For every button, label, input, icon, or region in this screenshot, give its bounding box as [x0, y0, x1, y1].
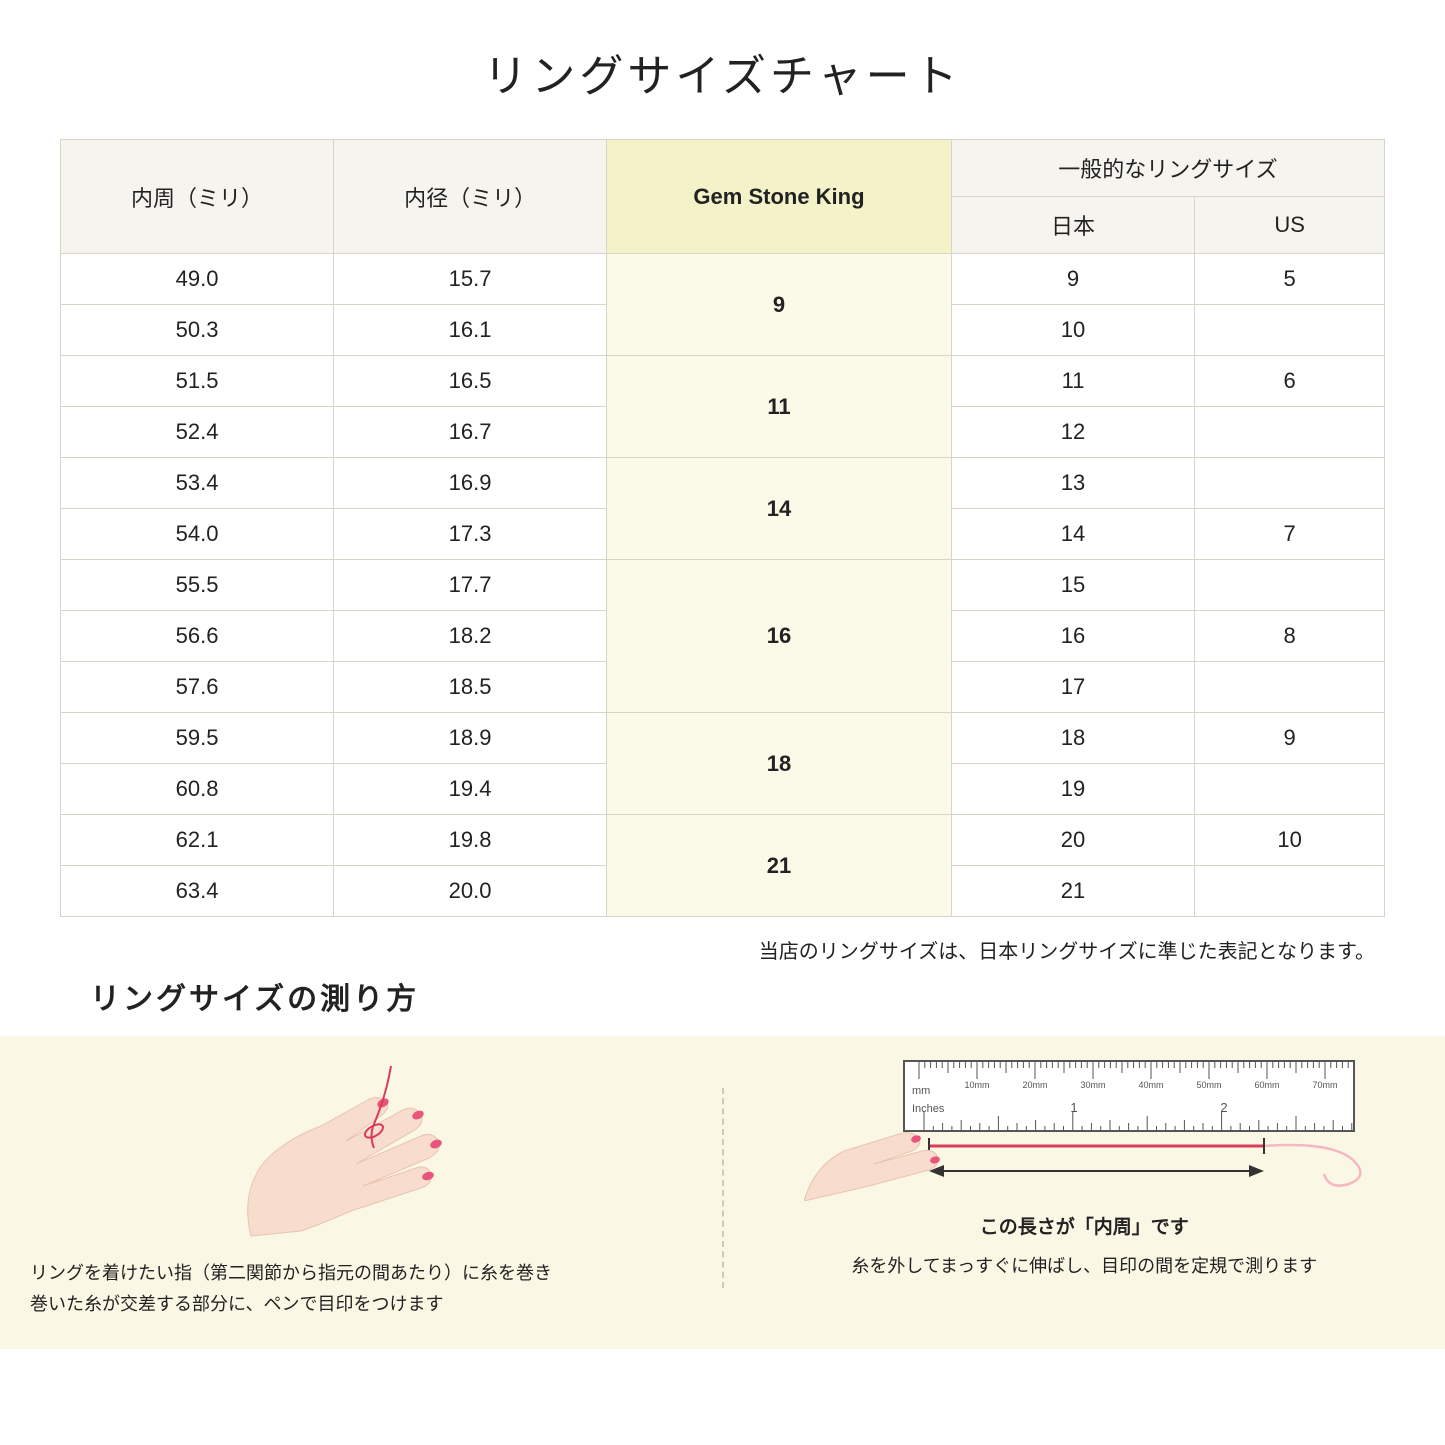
cell-circumference: 52.4 [61, 407, 334, 458]
cell-diameter: 19.8 [334, 815, 607, 866]
svg-text:20mm: 20mm [1023, 1080, 1048, 1090]
cell-circumference: 54.0 [61, 509, 334, 560]
step1-panel: リングを着けたい指（第二関節から指元の間あたり）に糸を巻き巻いた糸が交差する部分… [30, 1056, 692, 1319]
header-us: US [1195, 197, 1385, 254]
cell-circumference: 62.1 [61, 815, 334, 866]
cell-us: 9 [1195, 713, 1385, 764]
table-row: 55.517.71615 [61, 560, 1385, 611]
cell-us [1195, 866, 1385, 917]
cell-circumference: 53.4 [61, 458, 334, 509]
cell-us: 8 [1195, 611, 1385, 662]
cell-us: 7 [1195, 509, 1385, 560]
cell-us: 6 [1195, 356, 1385, 407]
cell-diameter: 20.0 [334, 866, 607, 917]
svg-text:60mm: 60mm [1255, 1080, 1280, 1090]
cell-us: 10 [1195, 815, 1385, 866]
svg-text:30mm: 30mm [1081, 1080, 1106, 1090]
instructions-panel: リングを着けたい指（第二関節から指元の間あたり）に糸を巻き巻いた糸が交差する部分… [0, 1036, 1445, 1349]
cell-diameter: 19.4 [334, 764, 607, 815]
cell-gemstone: 21 [607, 815, 952, 917]
step2-caption: 糸を外してまっすぐに伸ばし、目印の間を定規で測ります [754, 1251, 1416, 1282]
svg-text:10mm: 10mm [965, 1080, 990, 1090]
cell-diameter: 17.3 [334, 509, 607, 560]
size-chart-table: 内周（ミリ） 内径（ミリ） Gem Stone King 一般的なリングサイズ … [60, 139, 1385, 917]
svg-text:1: 1 [1071, 1100, 1078, 1115]
cell-diameter: 16.1 [334, 305, 607, 356]
cell-circumference: 57.6 [61, 662, 334, 713]
cell-gemstone: 9 [607, 254, 952, 356]
cell-japan: 18 [951, 713, 1194, 764]
step1-caption: リングを着けたい指（第二関節から指元の間あたり）に糸を巻き巻いた糸が交差する部分… [30, 1258, 692, 1319]
cell-us [1195, 764, 1385, 815]
cell-circumference: 56.6 [61, 611, 334, 662]
header-gemstone: Gem Stone King [607, 140, 952, 254]
cell-japan: 19 [951, 764, 1194, 815]
cell-diameter: 17.7 [334, 560, 607, 611]
cell-gemstone: 11 [607, 356, 952, 458]
cell-us: 5 [1195, 254, 1385, 305]
ruler-in-label: Inches [912, 1103, 945, 1115]
cell-circumference: 49.0 [61, 254, 334, 305]
cell-circumference: 63.4 [61, 866, 334, 917]
cell-japan: 13 [951, 458, 1194, 509]
cell-japan: 16 [951, 611, 1194, 662]
cell-circumference: 59.5 [61, 713, 334, 764]
cell-us [1195, 407, 1385, 458]
cell-japan: 15 [951, 560, 1194, 611]
arrow-label: この長さが「内周」です [804, 1212, 1364, 1239]
cell-circumference: 50.3 [61, 305, 334, 356]
header-japan: 日本 [951, 197, 1194, 254]
cell-circumference: 51.5 [61, 356, 334, 407]
header-circumference: 内周（ミリ） [61, 140, 334, 254]
header-general-group: 一般的なリングサイズ [951, 140, 1384, 197]
step2-panel: mm Inches 10mm 20mm 30mm 40mm 50mm 60mm 70mm 1… [754, 1056, 1416, 1319]
cell-gemstone: 18 [607, 713, 952, 815]
cell-us [1195, 560, 1385, 611]
cell-japan: 9 [951, 254, 1194, 305]
cell-diameter: 16.9 [334, 458, 607, 509]
cell-diameter: 16.7 [334, 407, 607, 458]
panel-divider [722, 1088, 724, 1288]
svg-text:2: 2 [1221, 1100, 1228, 1115]
table-row: 59.518.918189 [61, 713, 1385, 764]
cell-us [1195, 662, 1385, 713]
cell-gemstone: 16 [607, 560, 952, 713]
table-note: 当店のリングサイズは、日本リングサイズに準じた表記となります。 [60, 935, 1375, 964]
cell-diameter: 18.9 [334, 713, 607, 764]
cell-japan: 21 [951, 866, 1194, 917]
cell-japan: 12 [951, 407, 1194, 458]
cell-us [1195, 305, 1385, 356]
header-diameter: 内径（ミリ） [334, 140, 607, 254]
cell-diameter: 18.2 [334, 611, 607, 662]
cell-japan: 17 [951, 662, 1194, 713]
page-title: リングサイズチャート [60, 40, 1385, 104]
cell-us [1195, 458, 1385, 509]
cell-japan: 20 [951, 815, 1194, 866]
hand-wrap-illustration [191, 1056, 531, 1246]
cell-japan: 10 [951, 305, 1194, 356]
svg-text:70mm: 70mm [1313, 1080, 1338, 1090]
cell-gemstone: 14 [607, 458, 952, 560]
cell-diameter: 15.7 [334, 254, 607, 305]
table-row: 53.416.91413 [61, 458, 1385, 509]
svg-text:40mm: 40mm [1139, 1080, 1164, 1090]
table-row: 49.015.7995 [61, 254, 1385, 305]
svg-text:50mm: 50mm [1197, 1080, 1222, 1090]
cell-diameter: 18.5 [334, 662, 607, 713]
cell-diameter: 16.5 [334, 356, 607, 407]
ruler-mm-label: mm [912, 1085, 930, 1097]
cell-japan: 11 [951, 356, 1194, 407]
table-row: 51.516.511116 [61, 356, 1385, 407]
ruler-illustration: mm Inches 10mm 20mm 30mm 40mm 50mm 60mm 70mm 1… [804, 1056, 1364, 1201]
cell-circumference: 55.5 [61, 560, 334, 611]
cell-japan: 14 [951, 509, 1194, 560]
cell-circumference: 60.8 [61, 764, 334, 815]
table-row: 62.119.8212010 [61, 815, 1385, 866]
instructions-title: リングサイズの測り方 [90, 974, 1385, 1018]
